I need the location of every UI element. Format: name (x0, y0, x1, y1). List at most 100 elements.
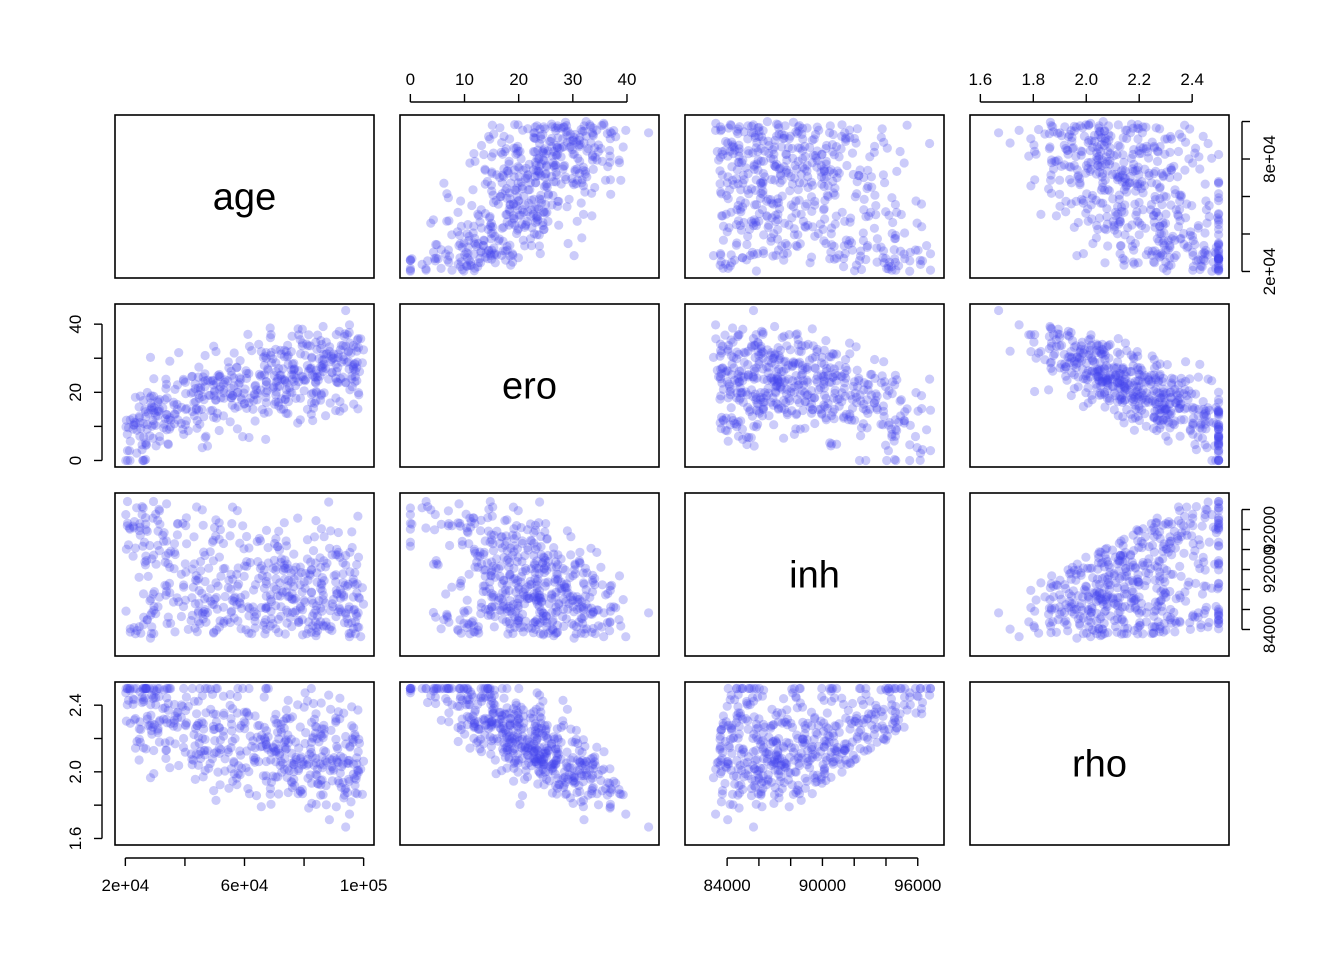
data-point (878, 401, 889, 411)
data-point (316, 390, 326, 400)
data-point (871, 210, 881, 220)
data-point (326, 704, 336, 714)
panel-age-ero (399, 114, 660, 279)
data-point (518, 165, 528, 175)
data-point (1191, 389, 1201, 399)
data-point (341, 305, 351, 316)
data-point (475, 258, 486, 268)
data-point (1060, 122, 1070, 132)
data-point (1138, 143, 1148, 153)
data-point (587, 151, 598, 162)
data-point (271, 772, 281, 782)
data-point (154, 394, 164, 405)
data-point (504, 159, 514, 169)
data-point (302, 554, 312, 564)
data-point (235, 597, 245, 607)
data-point (1046, 323, 1056, 333)
data-point (500, 246, 510, 256)
data-point (854, 373, 864, 383)
data-point (163, 439, 173, 449)
data-point (1133, 351, 1143, 361)
data-point (840, 249, 850, 259)
data-point (313, 330, 323, 340)
data-point (564, 194, 574, 204)
data-point (769, 420, 779, 430)
data-point (779, 331, 789, 341)
data-point (1133, 216, 1143, 226)
data-point (333, 527, 343, 538)
data-point (1166, 200, 1176, 210)
data-point (233, 683, 243, 694)
data-point (488, 222, 498, 232)
data-point (287, 331, 297, 341)
data-point (181, 705, 191, 716)
data-point (1173, 146, 1184, 157)
data-point (489, 129, 499, 139)
data-point (536, 190, 546, 200)
data-point (538, 221, 548, 231)
data-point (733, 129, 743, 139)
data-point (852, 398, 862, 408)
data-point (1005, 346, 1015, 356)
data-point (863, 241, 873, 251)
data-point (828, 129, 838, 140)
data-point (535, 249, 545, 259)
data-point (499, 222, 509, 232)
data-point (792, 164, 802, 174)
data-point (475, 526, 486, 536)
data-point (1084, 335, 1094, 345)
data-point (811, 153, 821, 163)
data-point (1078, 198, 1088, 208)
data-point (1093, 224, 1103, 234)
data-point (569, 149, 580, 159)
data-point (836, 371, 846, 381)
data-point (488, 148, 499, 158)
data-point (535, 161, 545, 171)
data-point (552, 151, 562, 161)
data-point (854, 455, 865, 466)
data-point (588, 129, 598, 139)
data-point (283, 592, 293, 602)
data-point (456, 628, 466, 638)
data-point (200, 576, 210, 587)
data-point (572, 592, 582, 602)
data-point (348, 574, 358, 584)
data-point (456, 196, 466, 206)
data-point (800, 397, 810, 407)
data-point (496, 147, 506, 157)
data-point (549, 631, 559, 641)
data-point (551, 150, 561, 160)
data-point (905, 455, 915, 466)
data-point (514, 172, 524, 182)
data-point (1092, 341, 1102, 351)
data-point (504, 188, 515, 198)
data-point (887, 228, 897, 239)
data-point (325, 398, 335, 408)
data-point (223, 583, 233, 593)
data-point (754, 131, 764, 142)
data-point (530, 617, 540, 627)
data-point (528, 209, 539, 219)
data-point (518, 567, 528, 577)
data-point (455, 253, 465, 263)
data-point (881, 253, 891, 264)
data-point (771, 250, 781, 260)
data-point (771, 162, 781, 172)
data-point (487, 254, 497, 264)
data-point (514, 210, 525, 220)
data-point (551, 126, 561, 136)
data-point (353, 552, 364, 562)
data-point (149, 605, 159, 615)
data-point (851, 138, 861, 148)
data-point (532, 121, 542, 131)
data-point (793, 122, 803, 132)
data-point (791, 424, 801, 434)
data-point (794, 121, 805, 131)
data-point (552, 170, 562, 180)
data-point (549, 543, 559, 553)
data-point (588, 131, 598, 141)
data-point (240, 590, 250, 600)
data-point (1200, 228, 1210, 238)
data-point (552, 143, 562, 153)
data-point (821, 393, 831, 403)
